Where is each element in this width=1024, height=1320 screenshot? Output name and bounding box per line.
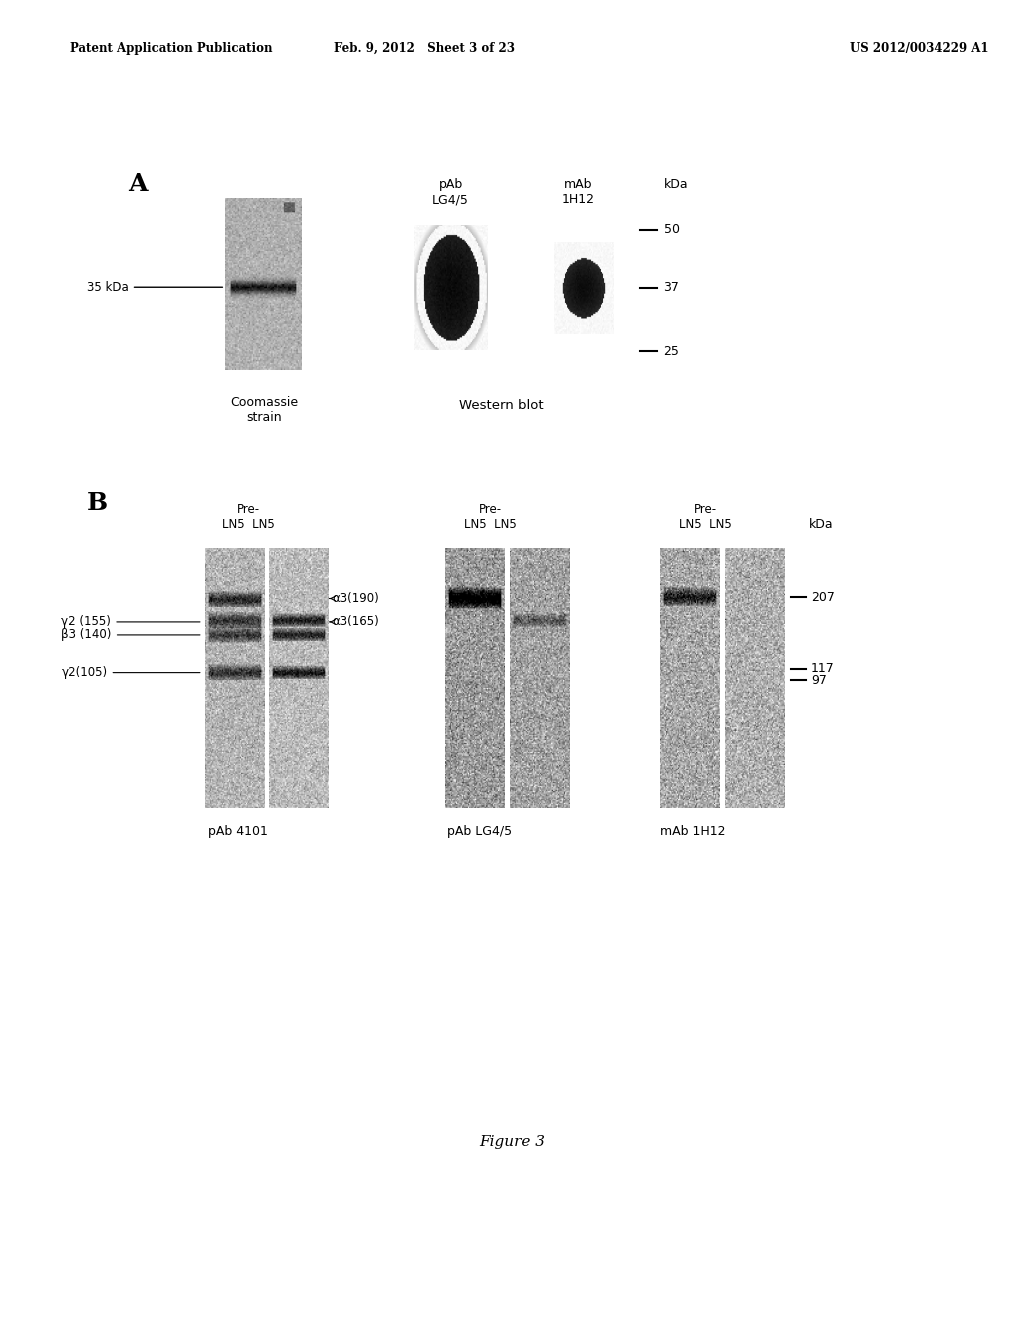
Text: 207: 207 [811,591,835,603]
Text: γ2 (155): γ2 (155) [61,615,200,628]
Text: A: A [128,172,147,195]
Text: Western blot: Western blot [460,399,544,412]
Text: 117: 117 [811,663,835,676]
Text: pAb 4101: pAb 4101 [208,825,267,838]
Text: Feb. 9, 2012   Sheet 3 of 23: Feb. 9, 2012 Sheet 3 of 23 [335,42,515,55]
Text: 97: 97 [811,675,827,686]
Text: 50: 50 [664,223,680,236]
Text: Figure 3: Figure 3 [479,1135,545,1150]
Text: US 2012/0034229 A1: US 2012/0034229 A1 [850,42,988,55]
Text: γ2(105): γ2(105) [61,667,200,678]
Text: pAb
LG4/5: pAb LG4/5 [432,178,469,206]
Text: 25: 25 [664,345,680,358]
Text: Coomassie
strain: Coomassie strain [230,396,298,424]
Text: pAb LG4/5: pAb LG4/5 [446,825,512,838]
Text: Patent Application Publication: Patent Application Publication [70,42,272,55]
Text: 35 kDa: 35 kDa [87,281,222,294]
Text: kDa: kDa [664,178,688,191]
Text: β3 (140): β3 (140) [61,628,200,642]
Text: Pre-
LN5  LN5: Pre- LN5 LN5 [222,503,275,531]
Text: Pre-
LN5  LN5: Pre- LN5 LN5 [679,503,732,531]
Text: 37: 37 [664,281,680,294]
Text: B: B [87,491,109,515]
Text: α3(165): α3(165) [330,615,380,628]
Text: kDa: kDa [809,517,834,531]
Text: mAb
1H12: mAb 1H12 [562,178,595,206]
Text: mAb 1H12: mAb 1H12 [660,825,726,838]
Text: α3(190): α3(190) [330,591,380,605]
Text: Pre-
LN5  LN5: Pre- LN5 LN5 [464,503,517,531]
